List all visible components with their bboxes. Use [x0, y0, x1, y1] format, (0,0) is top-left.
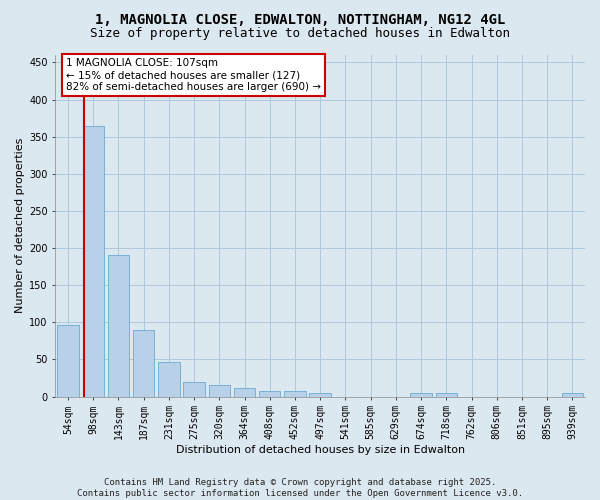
Bar [410, 393, 432, 396]
Bar [562, 393, 583, 396]
Bar [284, 390, 306, 396]
Bar [310, 393, 331, 396]
Bar [436, 393, 457, 396]
Bar [133, 330, 154, 396]
Text: Size of property relative to detached houses in Edwalton: Size of property relative to detached ho… [90, 28, 510, 40]
Bar [83, 126, 104, 396]
Bar [209, 386, 230, 396]
Text: 1, MAGNOLIA CLOSE, EDWALTON, NOTTINGHAM, NG12 4GL: 1, MAGNOLIA CLOSE, EDWALTON, NOTTINGHAM,… [95, 12, 505, 26]
Text: Contains HM Land Registry data © Crown copyright and database right 2025.
Contai: Contains HM Land Registry data © Crown c… [77, 478, 523, 498]
Bar [259, 390, 280, 396]
Bar [58, 324, 79, 396]
Bar [184, 382, 205, 396]
Bar [108, 256, 129, 396]
Text: 1 MAGNOLIA CLOSE: 107sqm
← 15% of detached houses are smaller (127)
82% of semi-: 1 MAGNOLIA CLOSE: 107sqm ← 15% of detach… [66, 58, 321, 92]
Bar [234, 388, 255, 396]
Y-axis label: Number of detached properties: Number of detached properties [15, 138, 25, 314]
X-axis label: Distribution of detached houses by size in Edwalton: Distribution of detached houses by size … [176, 445, 465, 455]
Bar [158, 362, 179, 396]
